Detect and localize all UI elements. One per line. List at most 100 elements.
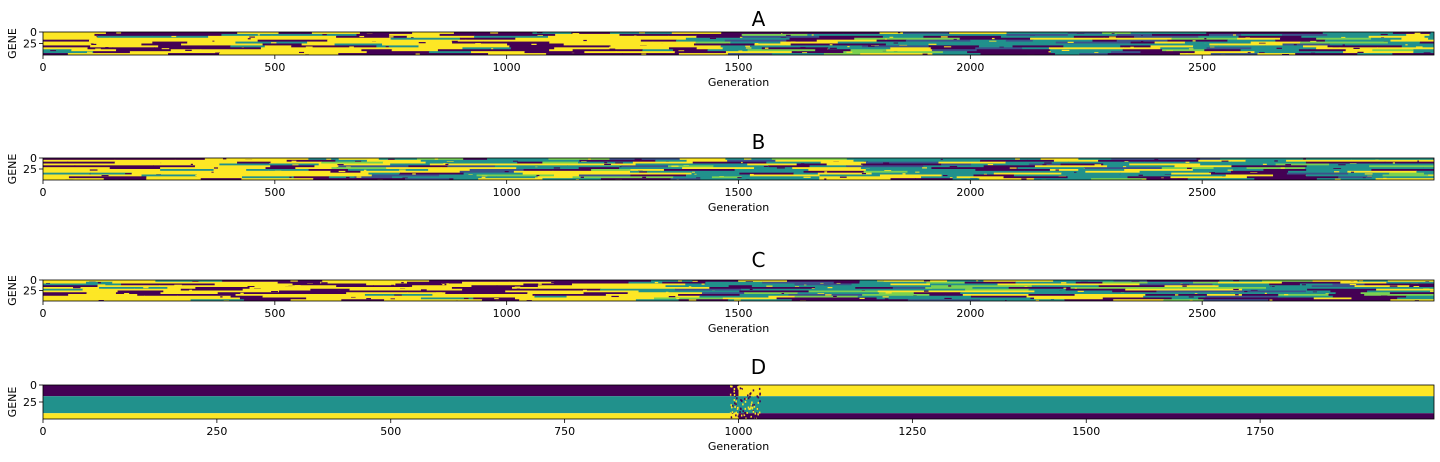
heatmap-cell [513,160,518,162]
heatmap-cell [1231,165,1308,168]
heatmap-cell [554,47,618,50]
heatmap-cell [1389,172,1425,176]
heatmap-cell [134,288,182,292]
heatmap-cell [902,32,950,35]
heatmap-cell [119,295,145,299]
heatmap-cell [43,292,88,295]
heatmap-cell [876,297,931,300]
heatmap-cell [1203,299,1269,301]
heatmap-cell [356,176,362,178]
heatmap-cell [43,297,83,300]
heatmap-cell [868,51,944,54]
heatmap-cell [1067,41,1074,43]
heatmap-cell [745,397,747,400]
heatmap-cell [1021,178,1027,180]
heatmap-cell [1150,45,1194,48]
heatmap-cell [871,172,929,176]
heatmap-cell [1301,176,1339,179]
heatmap-cell [217,292,283,295]
heatmap-cell [163,290,207,293]
heatmap-cell [98,53,144,55]
heatmap-cell [553,281,630,285]
heatmap-cell [89,39,155,43]
y-tick-label: 0 [30,152,37,165]
heatmap-cell [496,285,539,288]
heatmap-cell [43,288,84,292]
heatmap-cell [731,405,734,408]
heatmap-cell [839,176,847,178]
heatmap-cell [877,280,884,282]
heatmap-cell [43,165,76,168]
x-tick-label: 250 [206,425,227,438]
heatmap-cell [331,167,387,170]
heatmap-cell [1218,298,1222,300]
heatmap-cell [833,295,837,298]
heatmap-cell [43,294,69,297]
heatmap-cell [537,32,543,34]
heatmap-cell [391,49,439,52]
heatmap-cell [71,49,117,52]
x-tick-label: 2000 [956,186,984,199]
heatmap-cell [1032,160,1036,162]
heatmap-cell [784,45,829,48]
heatmap-cell [964,281,1017,285]
heatmap-cell [692,161,744,165]
heatmap-cell [1262,163,1267,165]
heatmap-cell [376,45,420,48]
heatmap-cell [955,285,1033,288]
heatmap-cell [750,37,791,41]
heatmap-cell [43,47,89,50]
heatmap-cell [1220,158,1299,161]
heatmap-cell [1162,49,1205,52]
heatmap-cell [544,159,580,163]
heatmap-cell [793,172,819,176]
heatmap-cell [1382,284,1387,286]
heatmap-cell [451,287,513,290]
heatmap-cell [766,161,822,165]
heatmap-cell [148,32,211,35]
heatmap-cell [1332,283,1366,286]
heatmap-cell [1244,290,1248,293]
heatmap-cell [918,33,949,37]
heatmap-cell [1227,169,1233,171]
heatmap-cell [1246,167,1306,170]
heatmap-cell [921,176,958,179]
heatmap-cell [338,45,377,48]
heatmap-cell [736,406,739,409]
heatmap-cell [773,33,808,37]
heatmap-cell [69,295,120,299]
heatmap-cell [957,170,1025,174]
heatmap-cell [1192,40,1196,42]
heatmap-cell [97,284,106,286]
heatmap-cell [445,163,449,165]
heatmap-cell [462,288,539,292]
heatmap-cell [1312,291,1318,293]
heatmap-cell [1145,287,1198,290]
heatmap-cell [931,285,957,288]
heatmap-cell [342,280,351,283]
heatmap-cell [43,43,89,47]
heatmap-cell [1027,159,1055,163]
heatmap-cell [775,159,855,163]
heatmap-cell [815,287,856,290]
heatmap-cell [548,158,611,161]
heatmap-cell [54,286,58,288]
heatmap-cell [357,280,430,283]
heatmap-cell [223,54,226,55]
heatmap-cell [244,172,296,176]
heatmap-cell [384,299,415,301]
heatmap-cell [973,174,1015,177]
heatmap-cell [459,37,516,41]
heatmap-cell [635,163,694,166]
heatmap-cell [691,172,740,176]
heatmap-cell [1164,285,1220,288]
heatmap-cell [289,176,292,178]
heatmap-cell [730,385,732,388]
heatmap-cell [56,164,64,166]
heatmap-cell [243,299,292,301]
heatmap-cell [654,281,659,284]
y-tick-label: 0 [30,274,37,287]
heatmap-cell [740,399,742,402]
heatmap-cell [808,290,879,293]
heatmap-cell [1213,167,1248,170]
